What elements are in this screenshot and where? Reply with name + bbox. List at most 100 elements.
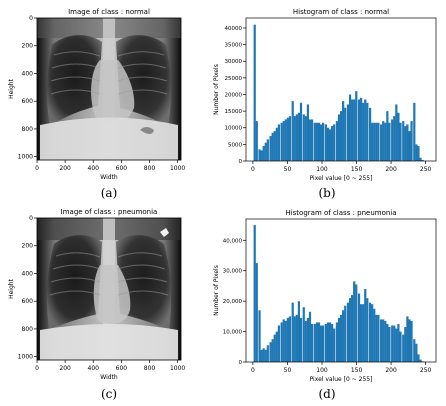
y-tick-label: 40,000	[223, 238, 243, 244]
histogram-bar	[360, 304, 363, 362]
histogram-bar	[313, 323, 316, 362]
y-tick-label: 20000	[225, 92, 243, 98]
histogram-bar	[415, 144, 418, 161]
histogram-bar	[351, 99, 354, 161]
histogram-bar	[317, 322, 321, 362]
histogram-bar	[417, 146, 420, 161]
histogram-bar	[366, 102, 369, 161]
x-tick-label: 100	[316, 367, 328, 374]
x-tick-label: 200	[59, 365, 71, 372]
histogram-bar	[368, 107, 372, 161]
histogram-bar	[266, 139, 269, 161]
histogram-bar	[302, 307, 305, 362]
histogram-bar	[262, 348, 265, 362]
histogram-bar	[402, 334, 405, 362]
histogram-bar	[413, 339, 416, 362]
xray-ylabel-normal: Height	[8, 78, 15, 98]
x-tick-label: 100	[316, 166, 328, 173]
y-tick-label: 30,000	[223, 269, 243, 275]
histogram-bar	[326, 127, 330, 161]
histogram-bar	[362, 304, 365, 362]
xray-xlabel-pneumonia: Width	[100, 374, 118, 381]
histogram-bar	[319, 325, 323, 362]
histogram-bar	[299, 317, 303, 362]
panel-label-a: (a)	[101, 186, 118, 200]
histogram-bar	[344, 305, 347, 362]
histogram-bar	[386, 111, 389, 161]
histogram-bar	[264, 142, 267, 161]
histogram-bar	[255, 121, 258, 161]
histogram-bar	[419, 359, 422, 362]
histogram-bar	[277, 124, 280, 161]
histogram-bar	[339, 111, 343, 161]
histogram-bar	[310, 119, 314, 161]
histogram-bar	[353, 99, 356, 161]
histogram-bar	[295, 114, 298, 161]
histogram-bar	[406, 124, 409, 161]
histogram-bar	[330, 126, 334, 161]
x-tick-label: 250	[420, 166, 432, 173]
xray-image-pneumonia	[36, 217, 182, 361]
histogram-bar	[364, 99, 367, 161]
y-axis-label: Number of Pixels	[213, 265, 220, 316]
histogram-bar	[342, 101, 345, 161]
x-tick-label: 250	[420, 367, 432, 374]
histogram-bar	[304, 116, 307, 161]
histogram-bar	[310, 323, 314, 362]
panel-label-c: (c)	[101, 387, 117, 401]
histogram-bar	[333, 328, 336, 362]
y-tick-label: 0	[239, 360, 243, 366]
histogram-bar	[351, 295, 354, 362]
y-tick-label: 800	[22, 326, 34, 333]
histogram-bar	[286, 117, 289, 161]
histogram-bar	[353, 281, 356, 362]
histogram-bar	[302, 114, 305, 161]
histogram-bar	[284, 119, 287, 161]
histogram-bar	[375, 314, 378, 362]
histogram-bar	[253, 24, 256, 161]
y-tick-label: 30000	[225, 59, 243, 65]
histogram-bar	[397, 323, 400, 362]
histogram-bar	[413, 102, 416, 161]
histogram-bar	[255, 263, 258, 362]
panel-label-d: (d)	[318, 387, 335, 401]
histogram-bar	[348, 298, 352, 362]
y-tick-label: 15000	[225, 109, 243, 115]
y-tick-label: 1000	[18, 354, 33, 361]
histogram-bar	[295, 314, 298, 362]
histogram-bar	[322, 122, 325, 161]
histogram-bar	[337, 317, 341, 362]
histogram-bar	[357, 293, 361, 362]
x-tick-label: 150	[351, 367, 363, 374]
histogram-bar	[342, 310, 345, 362]
histogram-bar	[269, 136, 272, 161]
histogram-bar	[395, 104, 398, 161]
xray-xlabel-normal: Width	[100, 174, 118, 181]
histogram-bar	[308, 119, 312, 161]
histogram-bar	[337, 114, 341, 161]
histogram-bar	[277, 325, 280, 362]
histogram-bar	[380, 124, 383, 161]
histogram-bar	[375, 122, 378, 161]
y-tick-label: 600	[22, 298, 34, 305]
histogram-bar	[355, 284, 358, 362]
histogram-bar	[373, 122, 376, 161]
histogram-bar	[373, 308, 376, 362]
xray-panel-normal: Image of class : normal 0 200 400 600 800 100…	[8, 8, 185, 181]
xray-image-normal	[36, 17, 182, 161]
xray-title-pneumonia: Image of class : pneumonia	[61, 208, 158, 216]
x-tick-label: 50	[284, 166, 292, 173]
histogram-bar	[269, 342, 272, 362]
histogram-bar	[371, 122, 374, 161]
histogram-bar	[264, 349, 267, 362]
histogram-bar	[386, 323, 389, 362]
histogram-bar	[273, 334, 276, 362]
histogram-bar	[408, 319, 411, 362]
x-tick-label: 50	[284, 367, 292, 374]
histogram-bar	[406, 316, 409, 362]
histogram-bar	[384, 122, 387, 161]
histogram-bar	[260, 349, 263, 362]
x-axis-label: Pixel value [0 ~ 255]	[310, 376, 373, 383]
